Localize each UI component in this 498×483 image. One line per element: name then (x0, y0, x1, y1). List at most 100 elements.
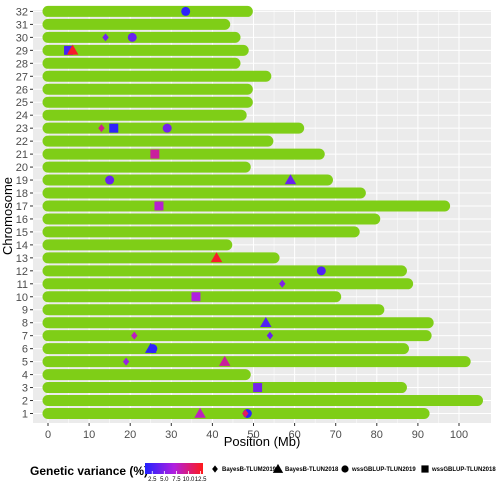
y-tick-label: 26 (16, 84, 28, 96)
marker-square-chr17 (154, 201, 164, 211)
y-tick-labels: 1234567891011121314151617181920212223242… (16, 6, 33, 421)
marker-circle-chr12 (316, 266, 326, 276)
y-tick-label: 5 (22, 357, 28, 369)
chromosome-bar-30 (42, 31, 241, 43)
chromosome-bar-28 (42, 57, 241, 69)
y-tick-label: 4 (22, 370, 28, 382)
marker-triangle-chr19 (284, 174, 297, 185)
legend: Genetic variance (%) 2.5 5.0 7.5 10.0 12.5 B… (30, 463, 496, 483)
y-tick-label: 16 (16, 214, 28, 226)
marker-square-chr29 (64, 45, 74, 55)
y-tick-label: 7 (22, 331, 28, 343)
chromosome-bar-18 (42, 187, 366, 199)
marker-circle-chr32 (181, 6, 191, 16)
chromosome-bar-7 (42, 330, 432, 342)
y-tick-label: 9 (22, 305, 28, 317)
y-tick-label: 11 (17, 279, 28, 291)
marker-triangle-chr5 (218, 355, 231, 366)
chromosome-bar-17 (42, 200, 451, 212)
chromosome-bar-3 (42, 382, 407, 394)
chromosome-bar-11 (42, 278, 414, 290)
y-tick-label: 31 (16, 19, 28, 31)
legend-diamond-icon (212, 465, 218, 473)
chromosome-bar-12 (42, 265, 407, 277)
chromosome-bar-14 (42, 239, 233, 251)
x-tick-labels: 0 10 20 30 40 50 60 70 80 90 100 (45, 423, 468, 441)
marker-diamond-chr7 (131, 331, 138, 340)
legend-circle-icon (341, 465, 349, 473)
chromosome-bar-27 (42, 70, 272, 82)
color-scale-tick-label: 7.5 (172, 477, 181, 483)
x-tick-label: 20 (124, 429, 136, 441)
x-tick-label: 70 (330, 429, 342, 441)
y-tick-label: 22 (16, 136, 28, 148)
legend-square-icon (421, 465, 429, 473)
y-axis-title: Chromosome (0, 177, 15, 255)
chromosome-bar-24 (42, 109, 247, 121)
y-tick-label: 29 (16, 45, 28, 57)
chromosome-bar-20 (42, 161, 251, 173)
marker-triangle-chr1 (194, 407, 206, 418)
chromosome-bar-31 (42, 18, 231, 30)
y-tick-label: 17 (16, 201, 28, 213)
marker-circle-chr30 (127, 32, 137, 42)
marker-square-chr23 (109, 123, 119, 133)
marker-triangle-chr13 (210, 252, 223, 263)
legend-item-label: wssGBLUP-TLUN2018 (431, 467, 496, 473)
chromosome-bar-13 (42, 252, 280, 264)
x-axis-title: Position (Mb) (224, 434, 301, 449)
y-tick-label: 18 (16, 188, 28, 200)
color-scale-tick-label: 2.5 (148, 477, 157, 483)
marker-circle-chr19 (105, 175, 115, 185)
chromosome-bar-23 (42, 122, 305, 134)
chromosome-bar-2 (42, 395, 483, 407)
chromosome-bar-15 (42, 226, 360, 238)
legend-triangle-icon (272, 463, 284, 473)
marker-diamond-chr7 (266, 331, 274, 340)
y-tick-label: 28 (16, 58, 28, 70)
chromosome-bar-22 (42, 135, 274, 147)
y-tick-label: 19 (16, 175, 28, 187)
chromosome-bar-16 (42, 213, 381, 225)
chromosome-bar-6 (42, 343, 410, 355)
x-tick-label: 80 (371, 429, 383, 441)
marker-triangle-chr29 (66, 44, 79, 55)
x-tick-label: 0 (45, 429, 51, 441)
legend-item-label: BayesB-TLUN2018 (285, 467, 339, 473)
chromosome-bar-21 (42, 148, 325, 160)
y-tick-label: 15 (16, 227, 28, 239)
chromosome-bar-29 (42, 44, 249, 56)
legend-item-label: wssGBLUP-TLUN2019 (351, 467, 416, 473)
y-tick-label: 1 (22, 409, 28, 421)
marker-triangle-chr8 (260, 316, 272, 327)
y-tick-label: 14 (16, 240, 28, 252)
y-tick-label: 21 (16, 149, 28, 161)
association-markers (64, 6, 326, 418)
x-tick-label: 60 (288, 429, 300, 441)
x-tick-label: 90 (412, 429, 424, 441)
chromosome-bar-9 (42, 304, 385, 316)
color-scale-tick-label: 5.0 (160, 477, 169, 483)
marker-square-chr3 (253, 383, 263, 393)
chromosome-bar-4 (42, 369, 251, 381)
y-tick-label: 10 (16, 292, 28, 304)
y-tick-label: 13 (16, 253, 28, 265)
x-tick-label: 40 (206, 429, 218, 441)
y-tick-label: 6 (22, 344, 28, 356)
color-scale-tick-label: 12.5 (195, 477, 207, 483)
y-tick-label: 23 (16, 123, 28, 135)
y-tick-label: 27 (16, 71, 28, 83)
chromosome-bar-26 (42, 83, 253, 95)
marker-circle-chr23 (162, 123, 172, 133)
y-tick-label: 2 (22, 396, 28, 408)
marker-square-chr21 (150, 149, 160, 159)
y-tick-label: 32 (16, 6, 28, 18)
color-scale-ticks: 2.5 5.0 7.5 10.0 12.5 (148, 471, 207, 483)
y-tick-label: 24 (16, 110, 28, 122)
marker-diamond-chr23 (98, 124, 105, 133)
x-tick-label: 100 (450, 429, 468, 441)
y-tick-label: 12 (16, 266, 28, 278)
y-tick-label: 30 (16, 32, 28, 44)
x-tick-label: 30 (165, 429, 177, 441)
y-tick-label: 3 (22, 383, 28, 395)
